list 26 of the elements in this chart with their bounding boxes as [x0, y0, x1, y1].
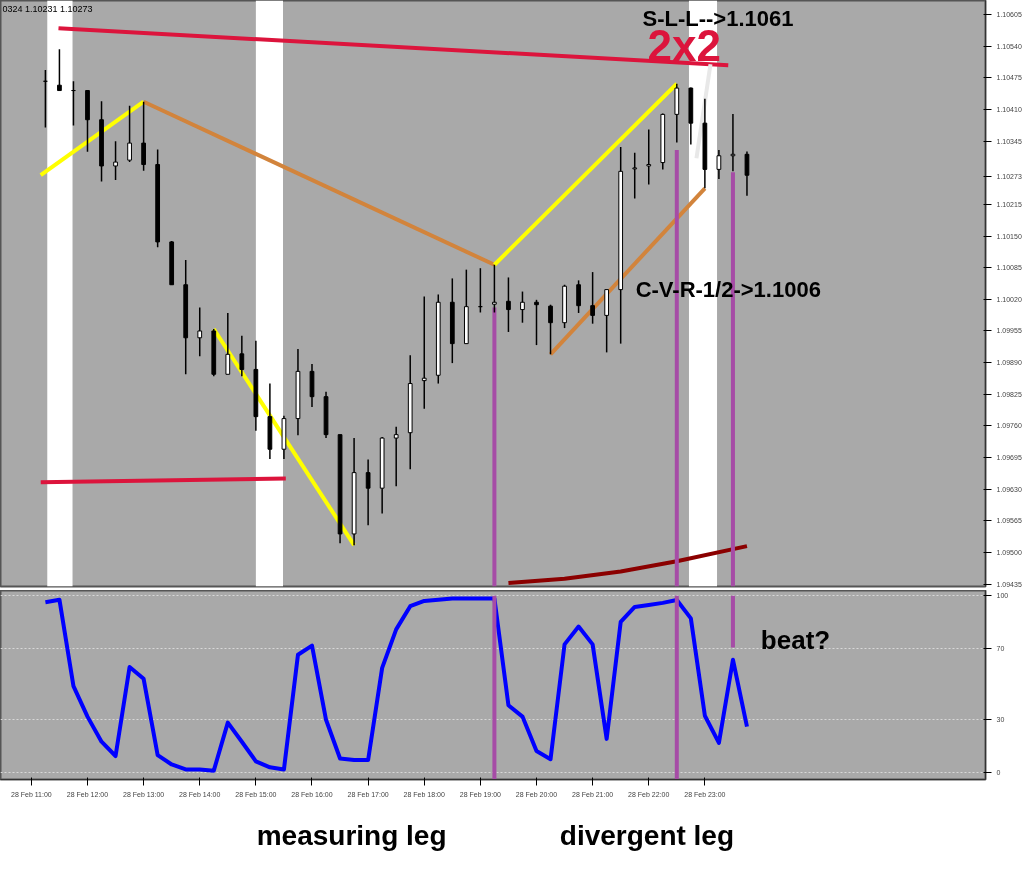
candlestick	[576, 279, 581, 314]
candlestick	[534, 299, 539, 346]
candlestick	[197, 306, 203, 358]
candlestick	[421, 295, 427, 410]
candlestick	[646, 128, 652, 186]
candlestick	[506, 276, 511, 333]
candlestick	[57, 48, 62, 92]
candlestick	[225, 312, 231, 376]
candlestick	[113, 140, 118, 181]
candlestick	[548, 303, 553, 356]
line-series	[43, 596, 749, 773]
candlestick	[590, 271, 595, 325]
annotation: beat?	[760, 624, 831, 655]
candlestick	[730, 113, 736, 173]
candlestick	[127, 104, 132, 163]
candlestick	[632, 152, 638, 200]
text: measuring leg	[256, 820, 447, 851]
candlestick	[365, 458, 371, 526]
candlestick	[492, 264, 497, 314]
candlestick	[744, 150, 750, 197]
text: divergent leg	[559, 820, 735, 851]
candlestick	[141, 100, 146, 172]
annotation: 0324 1.10231 1.10273	[2, 3, 93, 14]
candlestick	[239, 335, 245, 377]
candlestick	[393, 426, 399, 487]
candlestick	[520, 290, 525, 324]
